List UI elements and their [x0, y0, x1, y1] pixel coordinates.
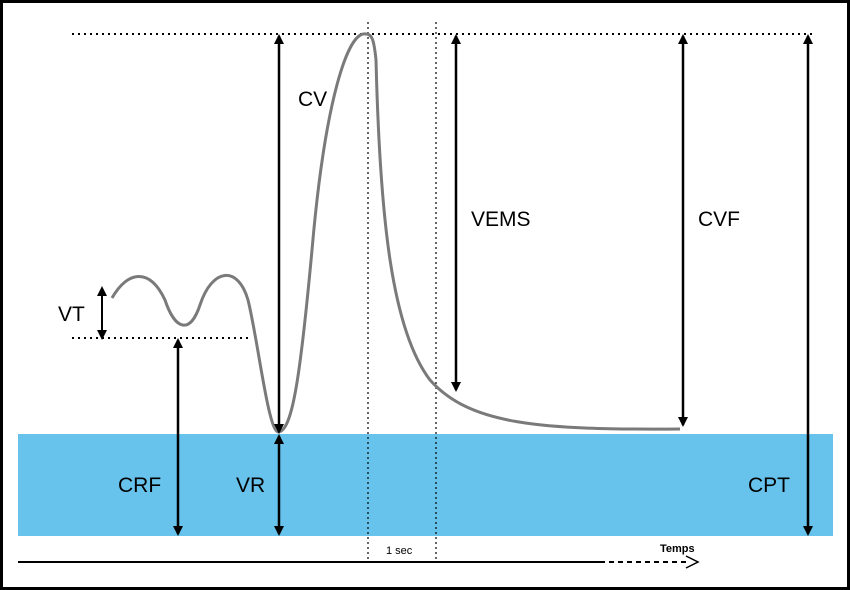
vems-label: VEMS	[471, 208, 531, 231]
time-axis-arrowhead	[685, 555, 700, 569]
cv-label: CV	[298, 88, 327, 111]
cvf-label: CVF	[698, 208, 740, 231]
crf-label: CRF	[118, 474, 161, 497]
volume-curve	[110, 32, 681, 434]
vr-label: VR	[236, 474, 265, 497]
vt-label: VT	[58, 303, 85, 326]
cpt-label: CPT	[748, 474, 790, 497]
residual-volume-band	[18, 434, 833, 536]
time-axis-label: Temps	[660, 543, 695, 555]
one-second-label: 1 sec	[386, 545, 413, 557]
